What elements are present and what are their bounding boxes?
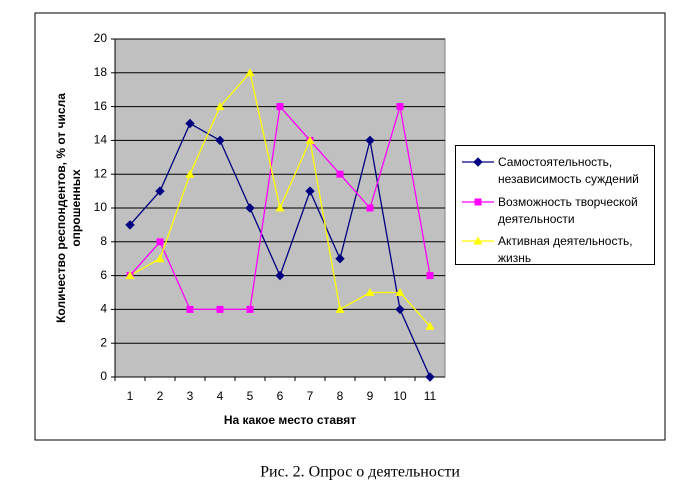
- marker: [425, 321, 435, 330]
- marker: [215, 102, 225, 111]
- y-tick-label: 16: [94, 99, 108, 113]
- marker: [125, 220, 135, 230]
- marker: [425, 372, 435, 382]
- marker: [473, 236, 483, 245]
- marker: [473, 157, 483, 167]
- legend-symbol: [462, 236, 494, 245]
- marker: [245, 68, 255, 77]
- y-tick-label: 12: [94, 166, 108, 180]
- marker: [216, 305, 224, 313]
- caption: Рис. 2. Опрос о деятельности: [260, 464, 460, 481]
- marker: [275, 270, 285, 281]
- y-tick-label: 14: [94, 133, 108, 147]
- marker: [474, 198, 482, 206]
- marker: [185, 118, 195, 129]
- marker: [125, 271, 135, 280]
- marker: [155, 254, 165, 263]
- y-tick-label: 8: [100, 234, 107, 248]
- x-tick-label: 11: [424, 389, 437, 403]
- y-tick-label: 18: [94, 65, 108, 79]
- x-tick-label: 7: [307, 389, 314, 403]
- x-tick-label: 4: [217, 389, 224, 403]
- y-axis-label: Количество респондентов, % от числа: [54, 93, 68, 323]
- marker: [305, 135, 315, 144]
- legend-label: Активная деятельность, жизнь: [498, 234, 633, 265]
- y-tick-label: 2: [100, 335, 107, 349]
- legend-label: Самостоятельность, независимость суждени…: [498, 155, 639, 186]
- marker: [396, 103, 404, 111]
- legend: Самостоятельность, независимость суждени…: [455, 145, 655, 265]
- x-tick-label: 6: [277, 389, 284, 403]
- marker: [365, 135, 375, 146]
- x-tick-label: 2: [157, 389, 164, 403]
- legend-symbol: [462, 198, 494, 206]
- marker: [366, 204, 374, 212]
- x-tick-label: 9: [367, 389, 374, 403]
- marker: [305, 186, 315, 196]
- marker: [275, 203, 285, 212]
- marker: [156, 238, 164, 246]
- x-tick-label: 1: [127, 389, 134, 403]
- x-axis-label: На какое место ставят: [224, 413, 356, 427]
- chart-border: [34, 12, 666, 441]
- legend-symbol: [462, 157, 494, 167]
- y-tick-label: 4: [100, 302, 107, 316]
- marker: [215, 135, 225, 146]
- marker: [246, 305, 254, 313]
- x-tick-label: 5: [247, 389, 254, 403]
- x-tick-label: 3: [187, 389, 194, 403]
- marker: [395, 288, 405, 296]
- marker: [185, 169, 195, 178]
- legend-label: Возможность творческой деятельности: [498, 195, 638, 226]
- marker: [395, 304, 405, 315]
- y-tick-label: 6: [100, 268, 107, 282]
- marker: [335, 304, 345, 313]
- y-tick-label: 20: [94, 31, 108, 45]
- marker: [186, 305, 194, 313]
- marker: [245, 203, 255, 213]
- y-axis-label: опрошенных: [69, 169, 83, 247]
- marker: [426, 272, 434, 280]
- x-tick-label: 10: [393, 389, 407, 403]
- marker: [155, 186, 165, 196]
- y-tick-label: 10: [94, 200, 108, 214]
- marker: [365, 288, 375, 296]
- marker: [335, 253, 345, 264]
- y-tick-label: 0: [100, 369, 107, 383]
- x-tick-label: 8: [337, 389, 344, 403]
- marker: [336, 170, 344, 178]
- marker: [276, 103, 284, 111]
